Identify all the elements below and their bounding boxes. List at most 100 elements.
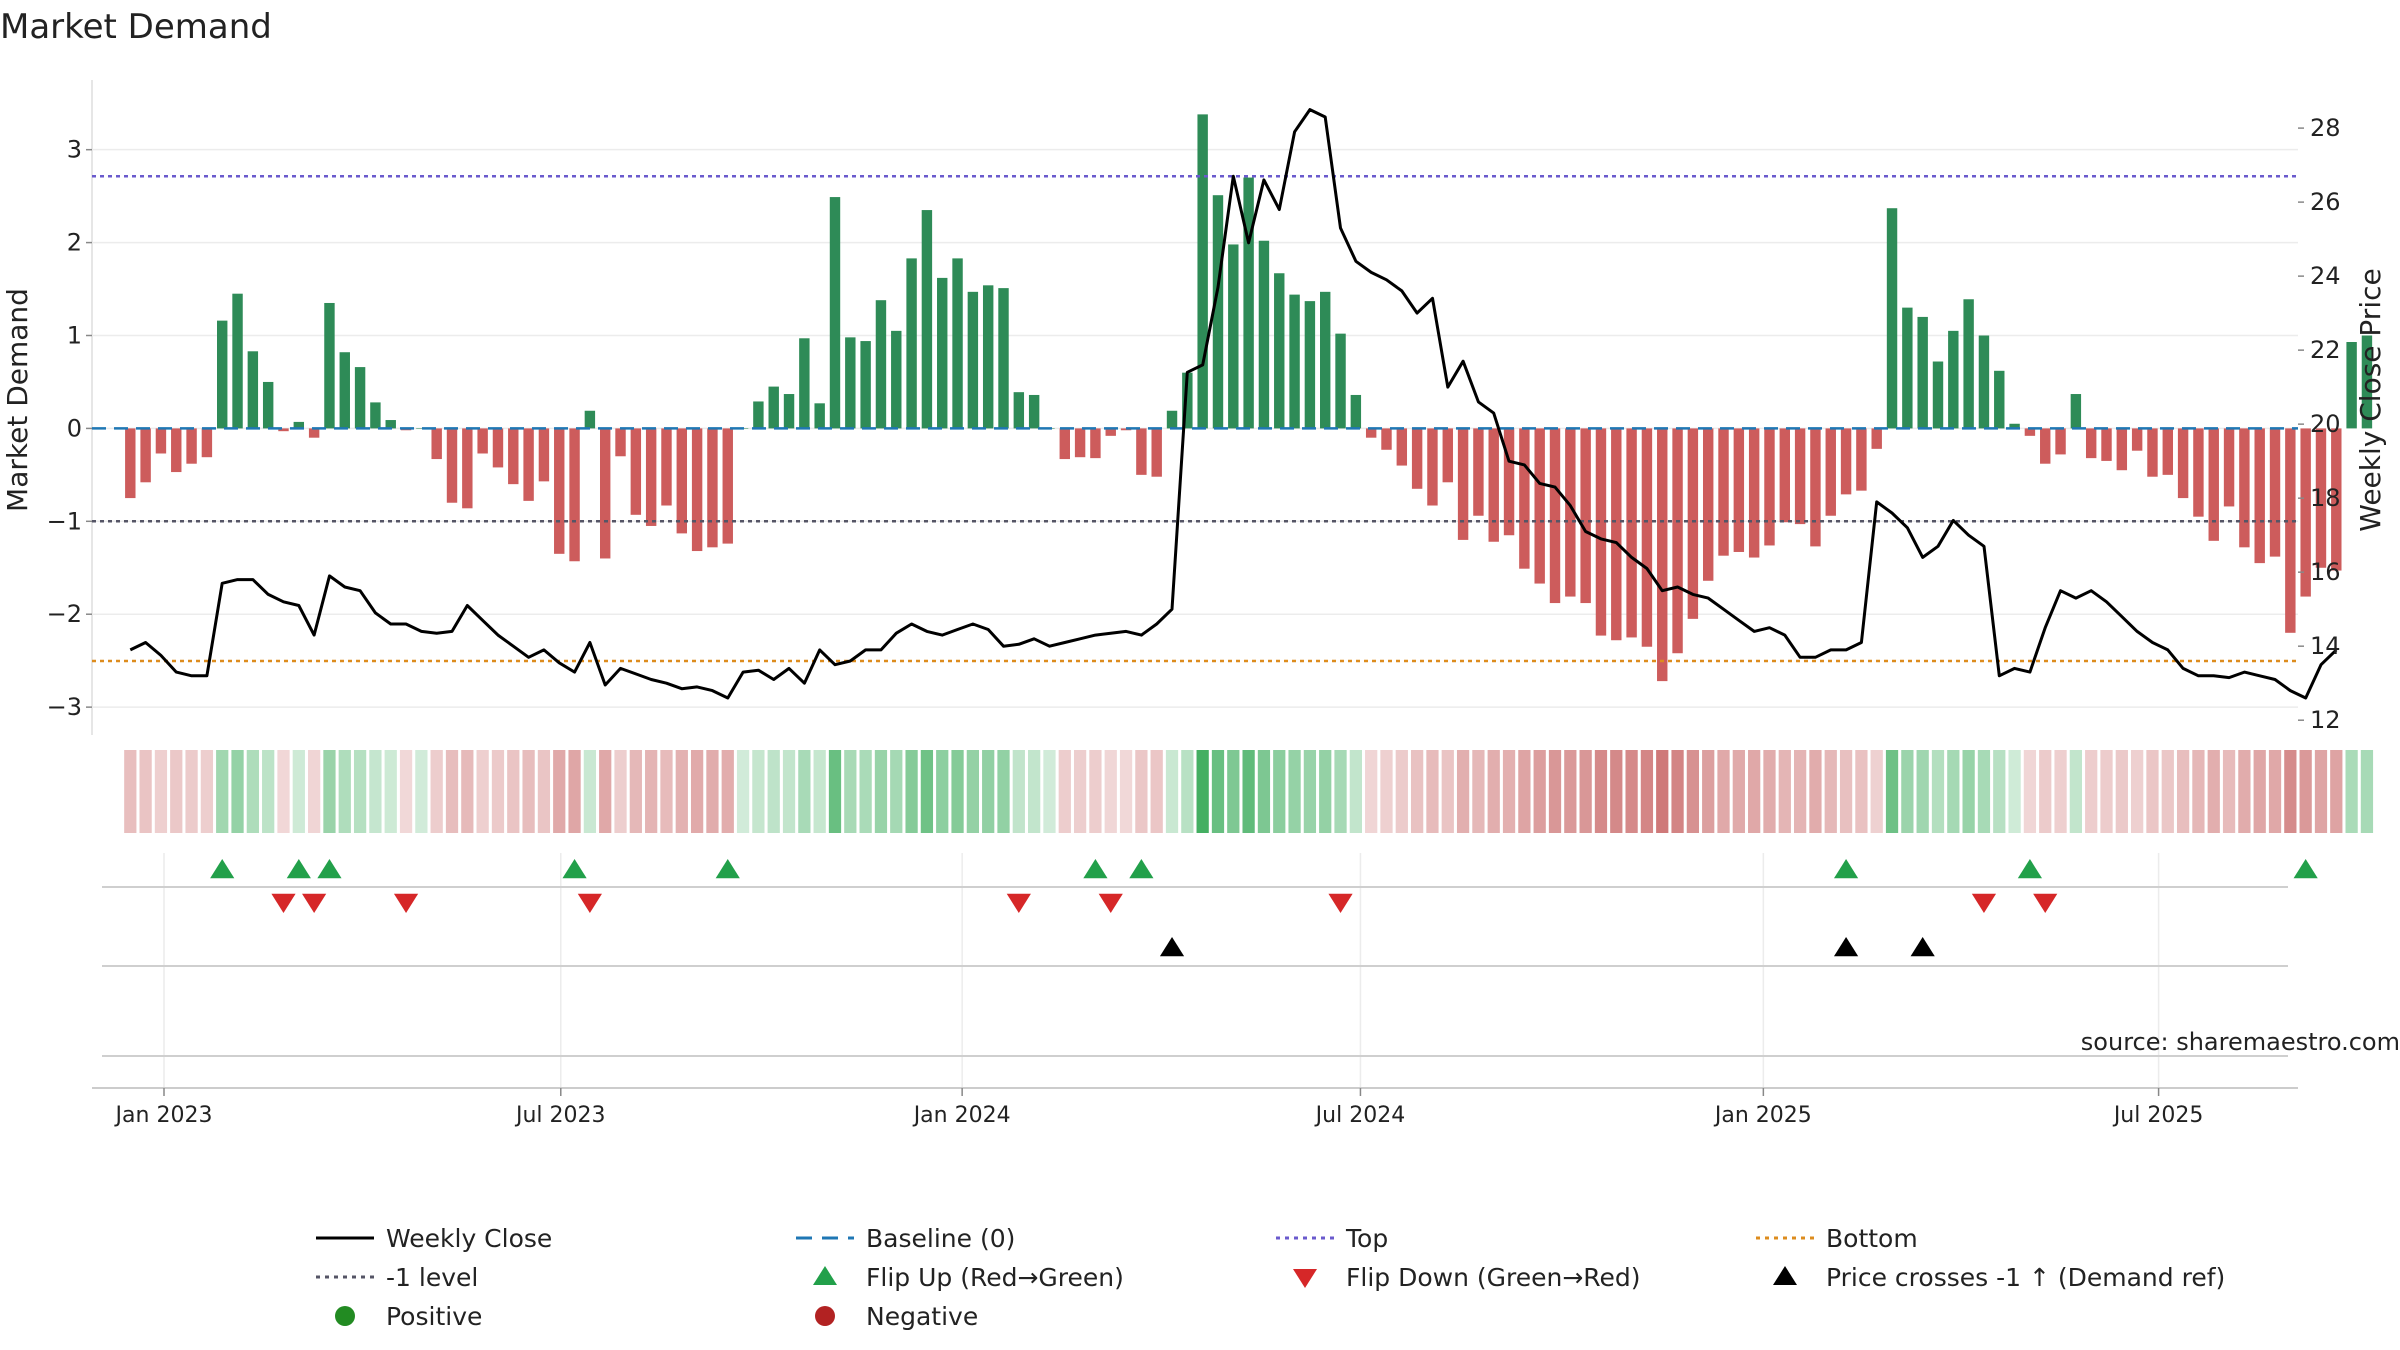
heat-strip-cell xyxy=(308,750,321,833)
flip-down-marker xyxy=(1006,893,1031,913)
heat-strip-cell xyxy=(951,750,964,833)
heat-strip-cell xyxy=(690,750,704,833)
demand-bar-positive xyxy=(906,258,917,429)
heat-strip-cell xyxy=(1702,750,1715,833)
heat-strip-cell xyxy=(369,750,382,833)
demand-bar-negative xyxy=(1825,428,1836,516)
flip-up-marker xyxy=(715,859,740,879)
y-tick-label-left: 3 xyxy=(67,136,82,164)
heat-strip-cell xyxy=(798,750,811,833)
demand-bar-negative xyxy=(691,428,703,552)
demand-bar-negative xyxy=(1473,428,1484,516)
close-line-layer xyxy=(129,108,2338,700)
flip-down-marker xyxy=(302,893,327,913)
y-tick-label-left: 0 xyxy=(67,414,82,442)
demand-bar-negative xyxy=(2101,428,2112,461)
heat-strip-cell xyxy=(277,750,290,833)
heat-strip-cell xyxy=(1931,750,1945,833)
demand-bar-positive xyxy=(339,352,350,429)
heat-strip-cell xyxy=(966,750,979,833)
flip-down-marker xyxy=(271,893,296,913)
legend-label: Flip Up (Red→Green) xyxy=(866,1263,1124,1292)
heat-strip-cell xyxy=(2054,750,2067,833)
heat-strip-cell xyxy=(338,750,351,833)
demand-bar-negative xyxy=(2085,428,2097,459)
heat-strip-cell xyxy=(185,750,198,833)
demand-bar-positive xyxy=(1212,195,1224,429)
heat-strip-cell xyxy=(2330,750,2343,833)
heat-strip-cell xyxy=(124,750,137,833)
heat-strip-cell xyxy=(2238,750,2251,833)
demand-bar-positive xyxy=(1902,307,1913,429)
demand-bar-negative xyxy=(201,428,213,458)
heat-strip-cell xyxy=(874,750,888,833)
heat-strip-cell xyxy=(1962,750,1975,833)
heat-strip-cell xyxy=(476,750,489,833)
demand-bar-positive xyxy=(1197,114,1208,429)
heat-strip-cell xyxy=(1257,750,1271,833)
heat-strip-cell xyxy=(2115,750,2128,833)
demand-bar-negative xyxy=(2239,428,2250,548)
demand-bar-negative xyxy=(569,428,580,562)
demand-bar-positive xyxy=(1304,301,1316,429)
heat-strip-cell xyxy=(1196,750,1209,833)
heat-strip-cell xyxy=(859,750,872,833)
demand-bar-positive xyxy=(921,210,933,429)
heat-strip-cell xyxy=(1426,750,1439,833)
demand-bar-negative xyxy=(1794,428,1806,525)
heat-strip-cell xyxy=(2023,750,2037,833)
demand-bar-positive xyxy=(293,421,305,429)
demand-bar-negative xyxy=(1580,428,1591,604)
legend-item: Baseline (0) xyxy=(796,1224,1015,1253)
heat-strip-cell xyxy=(216,750,229,833)
flip-up-marker xyxy=(1083,859,1108,879)
y-tick-label-right: 24 xyxy=(2310,262,2341,290)
demand-bar-negative xyxy=(1074,428,1086,458)
flip-down-marker xyxy=(577,893,602,913)
heat-strip-cell xyxy=(1349,750,1362,833)
demand-bar-negative xyxy=(1779,428,1791,523)
demand-bar-negative xyxy=(1105,428,1116,436)
heat-strip-cell xyxy=(292,750,305,833)
heat-strip-cell xyxy=(599,750,612,833)
heat-strip-cell xyxy=(1671,750,1684,833)
demand-bar-negative xyxy=(1549,428,1561,604)
heat-strip-cell xyxy=(890,750,903,833)
heat-strip-cell xyxy=(353,750,367,833)
demand-bar-negative xyxy=(2177,428,2189,499)
flip-down-marker xyxy=(1098,893,1123,913)
heat-strip-cell xyxy=(1441,750,1454,833)
source-note: source: sharemaestro.com xyxy=(2081,1028,2400,1056)
heat-strip-cell xyxy=(170,750,183,833)
heat-strip-cell xyxy=(2222,750,2236,833)
heat-strip-cell xyxy=(1518,750,1531,833)
demand-bar-negative xyxy=(2254,428,2265,564)
heat-strip-cell xyxy=(1748,750,1761,833)
heat-strip-cell xyxy=(2360,750,2374,833)
heat-strip-cell xyxy=(384,750,397,833)
demand-bar-negative xyxy=(2285,428,2296,633)
heat-strip-cell xyxy=(1165,750,1179,833)
heat-strip-cell xyxy=(399,750,413,833)
flip-down-marker xyxy=(2033,893,2058,913)
demand-bar-negative xyxy=(2162,428,2173,475)
demand-bar-negative xyxy=(1457,428,1469,540)
heat-strip-cell xyxy=(828,750,842,833)
legend-label: Positive xyxy=(386,1302,482,1331)
heat-strip-cell xyxy=(430,750,443,833)
heat-strip-cell xyxy=(1242,750,1255,833)
heat-strip-cell xyxy=(920,750,934,833)
legend-label: Flip Down (Green→Red) xyxy=(1346,1263,1641,1292)
flip-down-marker xyxy=(393,893,419,913)
demand-bar-positive xyxy=(982,285,994,429)
demand-bar-negative xyxy=(676,428,688,534)
price-cross-marker xyxy=(1910,937,1935,957)
demand-bar-negative xyxy=(477,428,488,454)
heat-strip-cell xyxy=(1901,750,1914,833)
heat-strip-cell xyxy=(1564,750,1577,833)
demand-bar-positive xyxy=(937,277,948,429)
heat-strip-cell xyxy=(1472,750,1485,833)
demand-bar-negative xyxy=(1411,428,1423,489)
demand-bar-negative xyxy=(1764,428,1775,546)
heat-strip-cell xyxy=(553,750,566,833)
